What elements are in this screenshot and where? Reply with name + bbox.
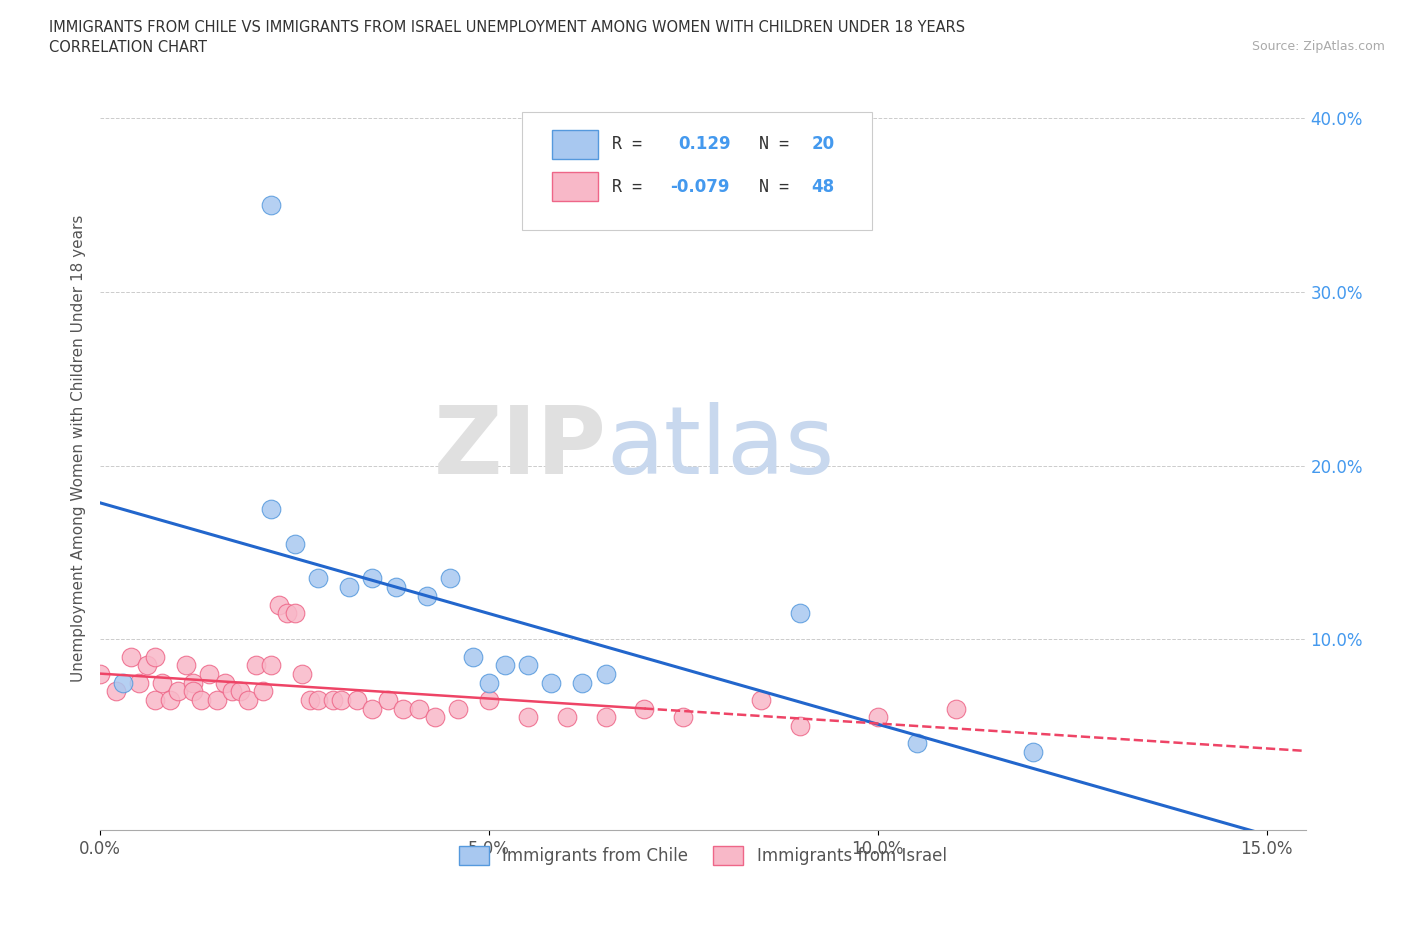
Point bbox=[330, 693, 353, 708]
Point bbox=[104, 684, 127, 698]
Point bbox=[214, 675, 236, 690]
Point bbox=[135, 658, 157, 672]
Point bbox=[463, 649, 485, 664]
Point bbox=[260, 658, 283, 672]
Point bbox=[494, 658, 516, 672]
Text: CORRELATION CHART: CORRELATION CHART bbox=[49, 40, 207, 55]
Point bbox=[120, 649, 142, 664]
Point bbox=[439, 571, 461, 586]
Point bbox=[392, 701, 415, 716]
Point bbox=[361, 701, 384, 716]
Point bbox=[595, 710, 617, 724]
Point bbox=[143, 649, 166, 664]
Y-axis label: Unemployment Among Women with Children Under 18 years: Unemployment Among Women with Children U… bbox=[72, 215, 86, 682]
Point bbox=[252, 684, 274, 698]
Text: 20: 20 bbox=[811, 135, 834, 153]
Point bbox=[183, 675, 205, 690]
Text: atlas: atlas bbox=[606, 402, 835, 494]
Point bbox=[555, 710, 578, 724]
Point bbox=[408, 701, 430, 716]
Bar bbox=[553, 172, 598, 202]
Point bbox=[283, 605, 305, 620]
Point bbox=[307, 693, 329, 708]
Point bbox=[866, 710, 889, 724]
Point bbox=[1022, 745, 1045, 760]
Point bbox=[260, 198, 283, 213]
Text: -0.079: -0.079 bbox=[671, 178, 730, 196]
Point bbox=[89, 667, 111, 682]
Point bbox=[174, 658, 197, 672]
Point bbox=[416, 589, 439, 604]
Legend: Immigrants from Chile, Immigrants from Israel: Immigrants from Chile, Immigrants from I… bbox=[453, 839, 953, 871]
Point bbox=[245, 658, 267, 672]
Point bbox=[447, 701, 470, 716]
Point bbox=[337, 579, 360, 594]
Point bbox=[190, 693, 212, 708]
Point bbox=[221, 684, 243, 698]
Point bbox=[128, 675, 150, 690]
Point bbox=[143, 693, 166, 708]
Point bbox=[595, 667, 617, 682]
Point bbox=[540, 675, 562, 690]
Text: N =: N = bbox=[740, 178, 799, 196]
Point bbox=[167, 684, 190, 698]
Point bbox=[205, 693, 228, 708]
Text: IMMIGRANTS FROM CHILE VS IMMIGRANTS FROM ISRAEL UNEMPLOYMENT AMONG WOMEN WITH CH: IMMIGRANTS FROM CHILE VS IMMIGRANTS FROM… bbox=[49, 20, 966, 35]
Point bbox=[283, 537, 305, 551]
Point bbox=[299, 693, 322, 708]
Point bbox=[159, 693, 181, 708]
Point bbox=[229, 684, 252, 698]
Point bbox=[789, 605, 811, 620]
Text: 48: 48 bbox=[811, 178, 834, 196]
Point bbox=[236, 693, 259, 708]
Point bbox=[183, 684, 205, 698]
Point bbox=[260, 501, 283, 516]
Point bbox=[789, 719, 811, 734]
Text: Source: ZipAtlas.com: Source: ZipAtlas.com bbox=[1251, 40, 1385, 53]
Text: R =: R = bbox=[613, 178, 652, 196]
Text: ZIP: ZIP bbox=[433, 402, 606, 494]
Point bbox=[322, 693, 344, 708]
Point bbox=[478, 675, 501, 690]
Point bbox=[291, 667, 314, 682]
Point bbox=[672, 710, 695, 724]
Point bbox=[633, 701, 655, 716]
Point bbox=[346, 693, 368, 708]
Text: R =: R = bbox=[613, 135, 662, 153]
Point bbox=[571, 675, 593, 690]
Point bbox=[945, 701, 967, 716]
Point bbox=[198, 667, 221, 682]
Point bbox=[516, 658, 538, 672]
Point bbox=[478, 693, 501, 708]
Point bbox=[276, 605, 298, 620]
Text: N =: N = bbox=[740, 135, 799, 153]
Point bbox=[377, 693, 399, 708]
FancyBboxPatch shape bbox=[522, 112, 872, 231]
Point bbox=[384, 579, 406, 594]
Point bbox=[516, 710, 538, 724]
Point bbox=[423, 710, 446, 724]
Text: 0.129: 0.129 bbox=[679, 135, 731, 153]
Point bbox=[307, 571, 329, 586]
Point bbox=[905, 736, 928, 751]
Point bbox=[749, 693, 772, 708]
Point bbox=[267, 597, 290, 612]
Point bbox=[361, 571, 384, 586]
Point bbox=[150, 675, 173, 690]
Bar bbox=[553, 129, 598, 159]
Point bbox=[112, 675, 135, 690]
